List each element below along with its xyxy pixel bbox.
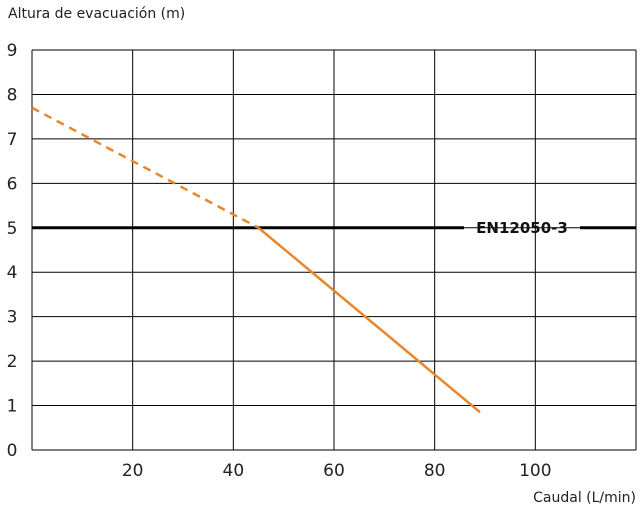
x-tick-label: 40 — [223, 461, 245, 481]
y-tick-label: 4 — [7, 263, 18, 283]
x-tick-label: 80 — [424, 461, 446, 481]
reference-line-label: EN12050-3 — [476, 219, 568, 237]
series-line-solid — [257, 226, 481, 414]
reference-line-group: EN12050-3 — [32, 219, 636, 237]
y-tick-label: 5 — [7, 219, 18, 239]
y-axis-title: Altura de evacuación (m) — [8, 6, 185, 22]
series-line-dashed — [31, 106, 260, 229]
y-tick-label: 9 — [7, 41, 18, 61]
x-tick-label: 60 — [323, 461, 345, 481]
tick-labels: 0 1 2 3 4 5 6 7 8 9 20 40 60 80 100 — [7, 41, 552, 481]
x-axis-title: Caudal (L/min) — [533, 490, 636, 506]
y-tick-label: 0 — [7, 441, 18, 461]
x-tick-label: 100 — [519, 461, 551, 481]
y-tick-label: 2 — [7, 352, 18, 372]
y-tick-label: 3 — [7, 308, 18, 328]
y-tick-label: 8 — [7, 85, 18, 105]
series-group — [31, 106, 481, 414]
x-tick-label: 20 — [122, 461, 144, 481]
y-tick-label: 6 — [7, 174, 18, 194]
grid — [31, 49, 637, 451]
y-tick-label: 7 — [7, 130, 18, 150]
y-tick-label: 1 — [7, 397, 18, 417]
